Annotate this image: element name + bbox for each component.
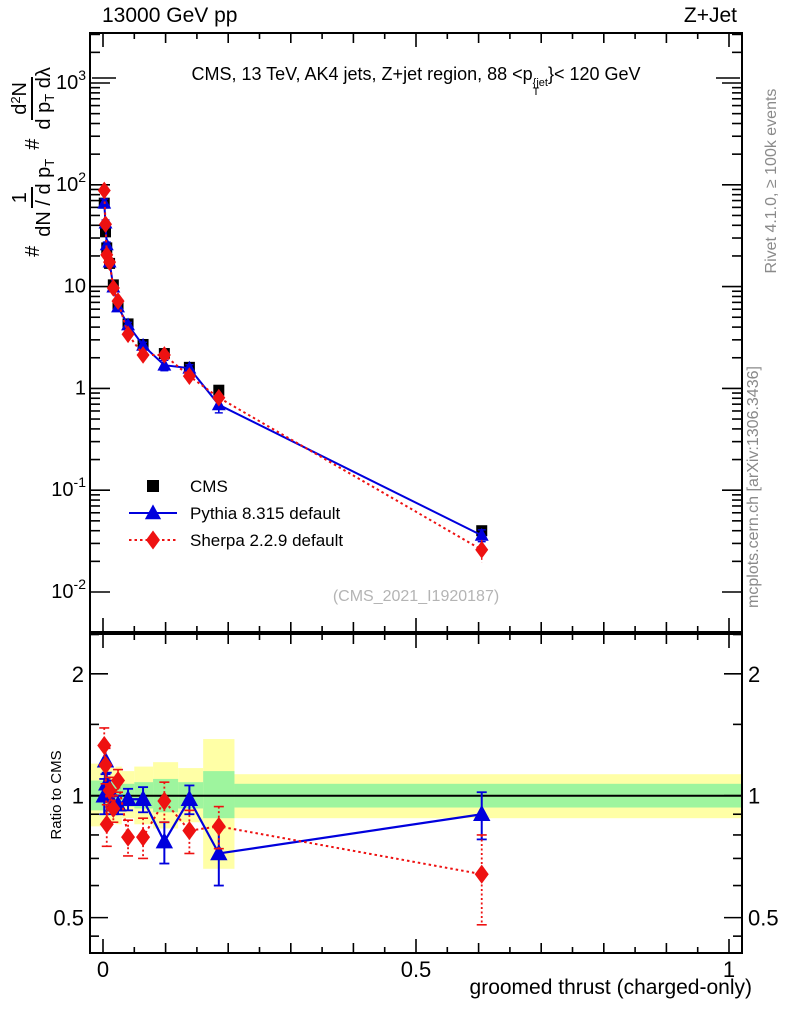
main-y-tick-label: 10 [64, 276, 86, 298]
main-y-tick-label: 102 [56, 169, 86, 196]
sherpa-series [97, 181, 489, 563]
ratio-y-tick-label-right: 2 [748, 662, 760, 687]
mcplots-caption: mcplots.cern.ch [arXiv:1306.3436] [745, 366, 762, 608]
legend: CMS Pythia 8.315 default Sherpa 2.2.9 defa… [129, 477, 343, 550]
ratio-y-tick-label-left: 1 [72, 784, 84, 809]
main-panel-frame [89, 32, 743, 633]
beam-energy-label: 13000 GeV pp [102, 4, 238, 27]
panel-title: CMS, 13 TeV, AK4 jets, Z+jet region, 88 … [98, 64, 734, 97]
ratio-y-tick-label-left: 2 [72, 662, 84, 687]
fraction-denominator: d pT dλ [32, 67, 57, 130]
legend-label: Pythia 8.315 default [190, 504, 341, 523]
panel-title-sup: {jet [532, 77, 548, 89]
fraction-d2n-over-dptdlambda: d2N d pT dλ [8, 65, 57, 131]
fraction-numerator: d2N [8, 76, 33, 120]
x-tick-label: 0 [97, 957, 109, 982]
x-tick-label: 1 [723, 957, 735, 982]
panel-title-pre: CMS, 13 TeV, AK4 jets, Z+jet region, 88 … [191, 64, 533, 84]
ratio-sherpa-series [97, 727, 489, 926]
fraction-one-over-dndpt: 1 dN / d pT [8, 157, 57, 239]
ratio-panel-frame [89, 633, 743, 954]
panel-title-sub: T [532, 85, 540, 98]
hash-symbol: # [21, 245, 44, 257]
analysis-id-watermark: (CMS_2021_I1920187) [332, 588, 500, 605]
fraction-numerator: 1 [8, 187, 33, 209]
process-label: Z+Jet [683, 4, 737, 27]
legend-label: Sherpa 2.2.9 default [190, 531, 343, 550]
ratio-y-tick-label-left: 0.5 [53, 906, 84, 931]
x-tick-label: 0.5 [401, 957, 432, 982]
ratio-y-tick-label-right: 0.5 [748, 906, 779, 931]
fraction-denominator: dN / d pT [32, 158, 57, 237]
panel-title-supsub: {jet T [532, 77, 548, 98]
main-y-tick-label: 1 [75, 377, 86, 399]
panel-title-post: }< 120 GeV [547, 64, 641, 84]
hash-symbol: # [21, 138, 44, 150]
main-y-tick-label: 10-2 [51, 576, 86, 603]
main-y-tick-label: 103 [56, 67, 86, 94]
main-y-axis-label: # 1 dN / d pT # d2N d pT dλ [0, 0, 66, 326]
x-axis-label: groomed thrust (charged-only) [469, 976, 752, 999]
stat-uncertainty-band [203, 771, 235, 819]
ratio-y-tick-label-right: 1 [748, 784, 760, 809]
main-y-tick-label: 10-1 [51, 474, 86, 501]
legend-label: CMS [190, 477, 228, 496]
ratio-y-axis-label: Ratio to CMS [48, 750, 65, 840]
rivet-version-caption: Rivet 4.1.0, ≥ 100k events [763, 88, 780, 274]
